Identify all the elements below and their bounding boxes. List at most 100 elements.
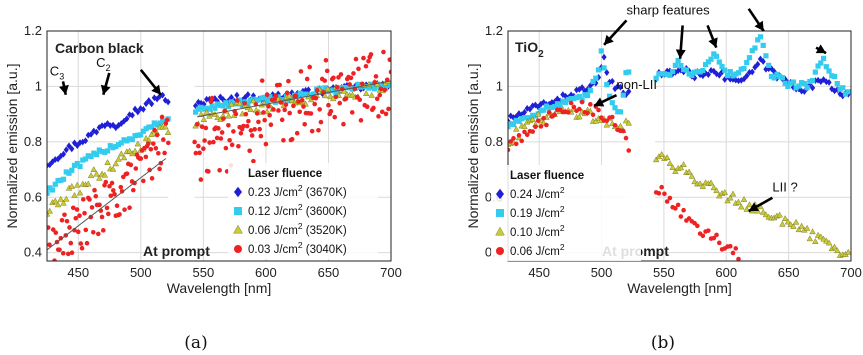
data-point — [257, 126, 262, 132]
data-point — [601, 65, 607, 71]
panel-carbon-black: 450 500 550 600 650 700 0.4 0.6 0.8 1 1.2 Wavelen… — [4, 23, 402, 353]
data-point — [656, 71, 662, 77]
data-point — [617, 109, 624, 115]
data-point — [686, 216, 692, 221]
data-point — [790, 79, 796, 85]
data-point — [508, 147, 511, 153]
data-point — [107, 143, 113, 149]
data-point — [667, 72, 673, 78]
x-tick-label: 450 — [67, 265, 89, 280]
data-point — [104, 205, 110, 211]
data-point — [612, 85, 618, 93]
data-point — [266, 104, 271, 109]
data-point — [801, 80, 807, 87]
data-point — [217, 102, 223, 109]
data-point — [604, 82, 610, 88]
data-point — [347, 85, 353, 91]
data-point — [74, 160, 80, 167]
data-point — [326, 102, 331, 108]
data-point — [620, 128, 626, 134]
data-point — [722, 67, 728, 73]
panel-title-main: Carbon black — [55, 40, 144, 56]
at-prompt-label: At prompt — [143, 243, 210, 259]
data-point — [353, 56, 359, 62]
legend-marker-square — [496, 209, 504, 217]
data-point — [53, 230, 59, 235]
data-point — [689, 72, 695, 79]
data-point — [552, 112, 557, 117]
data-point — [552, 104, 558, 110]
data-point — [834, 86, 840, 94]
data-point — [829, 73, 835, 79]
fit-line — [197, 80, 391, 118]
data-point — [293, 93, 299, 99]
data-point — [697, 69, 703, 75]
annotation-arrow-head — [748, 202, 760, 212]
data-point — [815, 63, 821, 69]
data-point — [590, 78, 596, 85]
y-axis-label: Normalized emission [a.u.] — [4, 64, 20, 229]
data-point — [197, 150, 202, 156]
data-point — [626, 69, 632, 75]
data-point — [812, 69, 818, 75]
data-point — [563, 99, 569, 106]
data-point — [199, 124, 205, 129]
data-point — [357, 97, 363, 103]
legend-entry: 0.03 J/cm2 (3040K) — [248, 240, 347, 256]
data-point — [598, 48, 604, 54]
data-point — [659, 71, 665, 77]
data-point — [702, 62, 709, 68]
data-point — [322, 85, 328, 91]
data-point — [82, 210, 87, 216]
data-point — [694, 68, 700, 75]
data-point — [743, 205, 750, 212]
data-point — [738, 203, 745, 210]
data-point — [700, 67, 706, 74]
data-point — [681, 66, 687, 73]
data-point — [735, 77, 742, 85]
data-point — [142, 134, 150, 141]
series-circle — [47, 49, 391, 261]
data-point — [305, 86, 312, 94]
data-point — [762, 211, 770, 218]
data-point — [383, 111, 389, 117]
data-point — [617, 122, 624, 129]
data-point — [271, 107, 276, 112]
series-square — [47, 81, 391, 196]
data-point — [576, 93, 582, 100]
data-point — [124, 115, 130, 123]
data-point — [90, 166, 97, 172]
x-axis-label: Wavelength [nm] — [167, 280, 272, 296]
data-point — [164, 117, 170, 123]
data-point — [757, 34, 764, 40]
legend-entry: 0.24 J/cm2 — [510, 185, 565, 201]
data-point — [667, 195, 673, 201]
data-point — [749, 48, 755, 54]
annotation-sub: 3 — [59, 71, 64, 81]
data-point — [807, 78, 813, 85]
data-point — [63, 195, 70, 202]
legend-background — [228, 163, 378, 259]
data-point — [219, 130, 225, 135]
data-point — [304, 76, 310, 82]
legend-entry-text: 0.06 J/cm — [510, 246, 560, 258]
data-point — [730, 250, 736, 256]
data-point — [341, 84, 347, 91]
data-point — [264, 97, 270, 104]
data-point — [508, 139, 514, 144]
data-point — [69, 145, 75, 153]
data-point — [601, 53, 607, 61]
data-point — [318, 119, 324, 125]
data-point — [566, 110, 571, 115]
data-point — [371, 86, 378, 92]
data-point — [792, 218, 800, 225]
data-point — [193, 109, 199, 115]
data-point — [245, 91, 251, 98]
data-point — [204, 105, 210, 111]
data-point — [308, 92, 314, 98]
data-point — [834, 247, 841, 253]
data-point — [60, 176, 67, 182]
data-point — [612, 122, 618, 128]
data-point — [140, 128, 146, 134]
